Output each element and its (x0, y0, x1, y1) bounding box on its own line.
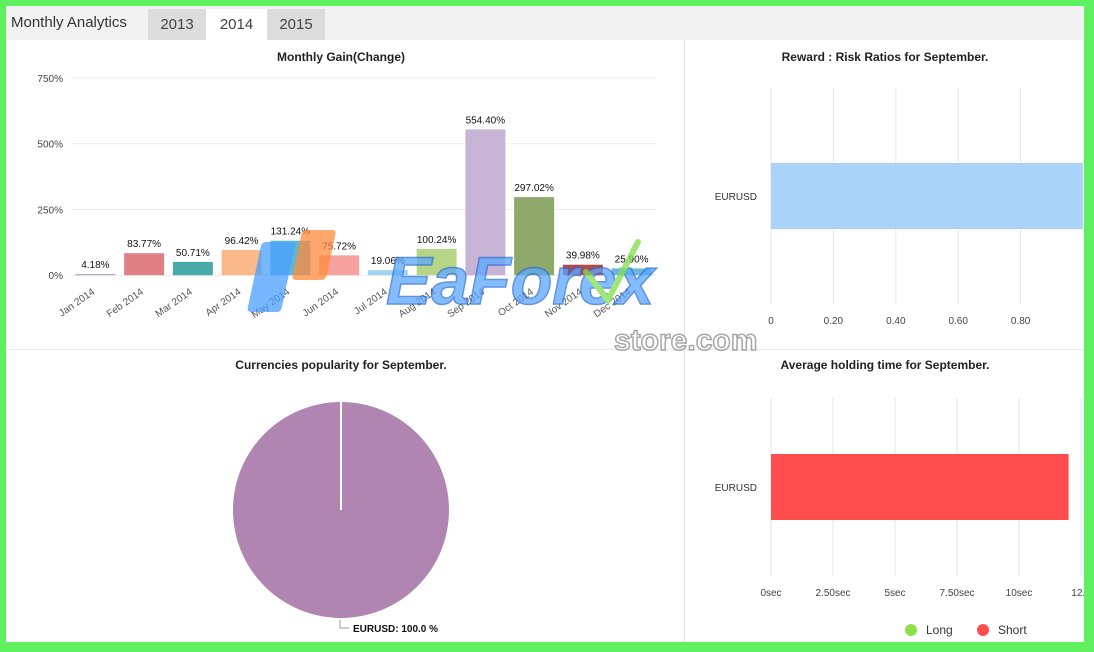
reward-risk-chart: 0 0.20 0.40 0.60 0.80 EURUSD (715, 88, 1083, 327)
bar-value-label: 100.24% (417, 235, 457, 246)
monthly-gain-chart: 0% 250% 500% 750% 4.18% Jan 2014 83.77% Feb 201… (37, 74, 656, 321)
x-tick-label: Mar 2014 (154, 286, 195, 319)
pie-label-connector (339, 620, 349, 629)
bar-value-label: 4.18% (81, 260, 109, 271)
bar-value-label: 297.02% (514, 183, 554, 194)
bar-value-label: 131.24% (271, 227, 311, 238)
y-category-label: EURUSD (715, 483, 757, 494)
tab-2014[interactable]: 2014 (206, 9, 267, 40)
x-tick-label: 7.50sec (939, 588, 974, 599)
x-tick-label: 0.20 (824, 316, 844, 327)
tab-2013[interactable]: 2013 (148, 9, 206, 40)
y-tick-label: 500% (37, 140, 63, 151)
watermark-logo-mark-2 (292, 230, 336, 280)
reward-risk-title: Reward : Risk Ratios for September. (781, 50, 989, 64)
bar-value-label: 75.72% (322, 241, 356, 252)
watermark-line1: EaForex (386, 243, 658, 319)
bar-eurusd (771, 163, 1083, 229)
watermark-logo-mark (247, 242, 295, 312)
y-tick-label: 0% (49, 271, 64, 282)
tab-2015[interactable]: 2015 (267, 9, 325, 40)
y-tick-label: 250% (37, 205, 63, 216)
bar-feb-2014 (124, 253, 165, 276)
y-tick-label: 750% (37, 74, 63, 85)
eaforex-watermark: EaForex store.com (247, 230, 758, 358)
watermark-line2: store.com (614, 324, 757, 357)
holding-time-chart: 0sec 2.50sec 5sec 7.50sec 10sec 12.5 EURUSD Lon… (715, 398, 1084, 637)
x-tick-label: 12.5 (1071, 588, 1084, 599)
x-tick-label: Apr 2014 (204, 286, 244, 319)
legend-label-short: Short (998, 623, 1027, 637)
bar-value-label: 554.40% (466, 115, 506, 126)
bar-jul-2014 (367, 270, 408, 276)
bar-oct-2014 (514, 197, 555, 276)
bar-dec-2014 (611, 268, 652, 276)
legend-label-long: Long (926, 623, 953, 637)
bar-sep-2014 (465, 129, 506, 276)
currencies-pie-chart: EURUSD: 100.0 % (233, 402, 449, 635)
y-category-label: EURUSD (715, 192, 757, 203)
x-tick-label: 0.80 (1011, 316, 1031, 327)
panel-divider-horizontal (6, 349, 1084, 350)
bar-mar-2014 (172, 261, 213, 276)
pie-slice-label: EURUSD: 100.0 % (353, 624, 438, 635)
x-tick-label: 2.50sec (815, 588, 850, 599)
x-tick-label: 5sec (884, 588, 905, 599)
bar-value-label: 39.98% (566, 251, 600, 262)
x-tick-label: 0 (768, 316, 774, 327)
analytics-panel: Monthly Analytics 2013 2014 2015 Monthly… (6, 6, 1084, 642)
bar-nov-2014 (562, 264, 603, 276)
tab-bar: Monthly Analytics 2013 2014 2015 (6, 6, 1084, 40)
bar-jan-2014 (75, 274, 116, 276)
bar-apr-2014 (221, 249, 262, 276)
legend-swatch-long (905, 624, 917, 636)
bar-eurusd (771, 454, 1069, 520)
bar-value-label: 19.06% (371, 256, 405, 267)
bar-value-label: 96.42% (225, 236, 259, 247)
x-tick-label: 0.60 (948, 316, 968, 327)
holding-time-title: Average holding time for September. (780, 358, 990, 372)
monthly-gain-title: Monthly Gain(Change) (277, 50, 405, 64)
x-tick-label: Jan 2014 (57, 286, 97, 319)
x-tick-label: Feb 2014 (105, 286, 146, 319)
panel-divider-vertical (684, 40, 685, 642)
currencies-popularity-title: Currencies popularity for September. (235, 358, 447, 372)
bar-value-label: 50.71% (176, 248, 210, 259)
page-title: Monthly Analytics (11, 14, 127, 31)
bar-value-label: 83.77% (127, 239, 161, 250)
x-tick-label: 0.40 (886, 316, 906, 327)
bar-aug-2014 (416, 248, 457, 276)
legend-swatch-short (977, 624, 989, 636)
x-tick-label: 10sec (1006, 588, 1033, 599)
check-icon (583, 239, 641, 306)
x-tick-label: 0sec (760, 588, 781, 599)
